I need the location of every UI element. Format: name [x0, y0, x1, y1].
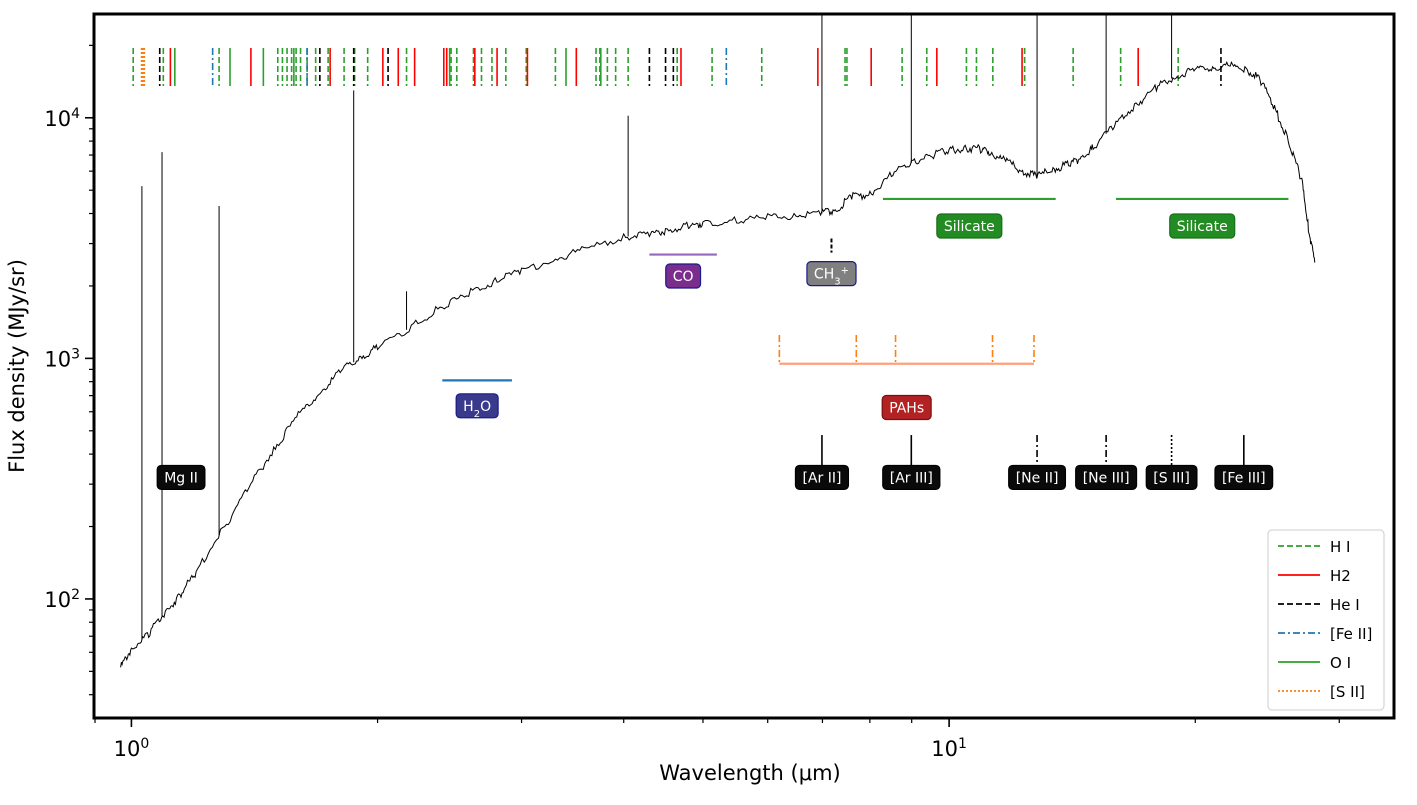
band-badge: Silicate	[1169, 213, 1236, 239]
fine-structure-badge-text-part: [Fe III]	[1222, 470, 1266, 486]
fine-structure-badge-text: [Ne II]	[1016, 470, 1059, 486]
pah-badge-text: PAHs	[889, 400, 924, 416]
band-badge: CO	[665, 263, 702, 289]
band-badge: Silicate	[936, 213, 1003, 239]
y-tick-base: 10	[44, 107, 71, 131]
y-tick-exp: 3	[71, 346, 80, 362]
legend-label: [S II]	[1330, 683, 1365, 701]
fine-structure-badge: [Ar III]	[882, 464, 941, 491]
fine-structure-badge: [Ne II]	[1008, 464, 1067, 491]
ch3-badge: CH3+	[806, 261, 857, 287]
fine-structure-badge: [S III]	[1145, 464, 1198, 491]
y-tick-exp: 4	[71, 106, 80, 122]
ch3-badge-text-part: 3	[834, 276, 840, 287]
band-badge-text: H2O	[463, 399, 491, 420]
y-tick-label: 102	[44, 587, 80, 612]
legend-label: [Fe II]	[1330, 625, 1372, 643]
spectrum	[120, 14, 1316, 668]
band-badge-text-part: O	[480, 399, 491, 415]
band-badge-box	[455, 393, 499, 419]
x-tick-base: 10	[114, 737, 141, 761]
y-tick-label: 103	[44, 346, 80, 371]
y-tick-label: 104	[44, 106, 80, 131]
mg-badge: Mg II	[156, 464, 206, 491]
ch3-badge-text-part: CH	[814, 267, 834, 283]
fine-structure-badge: [Ar II]	[794, 464, 850, 491]
spectrum-line	[120, 61, 1316, 668]
fine-structure-badge-text: [Ar III]	[890, 470, 933, 486]
mg-badge-text-part: Mg II	[164, 470, 198, 486]
ch3-badge-box	[806, 261, 857, 287]
band-badge-text: Silicate	[944, 219, 995, 235]
y-axis-label: Flux density (MJy/sr)	[5, 259, 29, 473]
fine-structure-badge-text: [S III]	[1153, 470, 1190, 486]
pah-badge-text-part: PAHs	[889, 400, 924, 416]
fine-structure-badge-box	[794, 464, 850, 491]
legend: H I H2 He I [Fe II] O I [S II]	[1267, 529, 1385, 711]
band-badge-box	[665, 263, 702, 289]
band-badge: H2O	[455, 393, 499, 420]
band-badge-text-part: Silicate	[944, 219, 995, 235]
band-badge-text-part: Silicate	[1177, 219, 1228, 235]
annotations: H2O CO Silicate Silicate CH3+ PAHs [Ar II] [Ar …	[156, 197, 1289, 491]
fine-structure-badge-text-part: [Ne III]	[1083, 470, 1130, 486]
legend-label: H2	[1330, 567, 1351, 585]
pah-badge: PAHs	[881, 394, 932, 421]
y-tick-base: 10	[44, 588, 71, 612]
mg-badge-text: Mg II	[164, 470, 198, 486]
legend-box	[1267, 529, 1385, 711]
band-badge-text-part: CO	[673, 269, 694, 285]
band-badge-box	[936, 213, 1003, 239]
fine-structure-badge-box	[1075, 464, 1138, 491]
line-markers	[132, 48, 1222, 86]
x-tick-exp: 0	[140, 736, 149, 752]
fine-structure-badge-text-part: [S III]	[1153, 470, 1190, 486]
x-tick-base: 10	[931, 737, 958, 761]
band-badge-box	[1169, 213, 1236, 239]
fine-structure-badge: [Ne III]	[1075, 464, 1138, 491]
fine-structure-badge: [Fe III]	[1214, 464, 1274, 491]
mg-badge-box	[156, 464, 206, 491]
legend-label: O I	[1330, 654, 1351, 672]
fine-structure-badge-text-part: [Ne II]	[1016, 470, 1059, 486]
x-tick-exp: 1	[958, 736, 967, 752]
fine-structure-badge-box	[1214, 464, 1274, 491]
x-axis-label: Wavelength (μm)	[659, 761, 840, 785]
fine-structure-badge-box	[1008, 464, 1067, 491]
band-badge-text-part: H	[463, 399, 474, 415]
band-badge-text-part: 2	[474, 408, 480, 419]
ch3-badge-text-part: +	[841, 265, 849, 276]
fine-structure-badge-text: [Ar II]	[802, 470, 841, 486]
y-tick-base: 10	[44, 347, 71, 371]
fine-structure-badge-text: [Ne III]	[1083, 470, 1130, 486]
fine-structure-badge-text: [Fe III]	[1222, 470, 1266, 486]
ch3-badge-text: CH3+	[814, 265, 849, 287]
y-tick-exp: 2	[71, 587, 80, 603]
x-tick-label: 100	[114, 736, 150, 761]
legend-label: H I	[1330, 538, 1350, 556]
pah-badge-box	[881, 394, 932, 421]
fine-structure-badge-box	[1145, 464, 1198, 491]
band-badge-text: Silicate	[1177, 219, 1228, 235]
legend-label: He I	[1330, 596, 1360, 614]
fine-structure-badge-box	[882, 464, 941, 491]
plot-background	[94, 14, 1394, 718]
fine-structure-badge-text-part: [Ar II]	[802, 470, 841, 486]
band-badge-text: CO	[673, 269, 694, 285]
x-tick-label: 101	[931, 736, 967, 761]
fine-structure-badge-text-part: [Ar III]	[890, 470, 933, 486]
plot-frame	[92, 12, 1396, 720]
